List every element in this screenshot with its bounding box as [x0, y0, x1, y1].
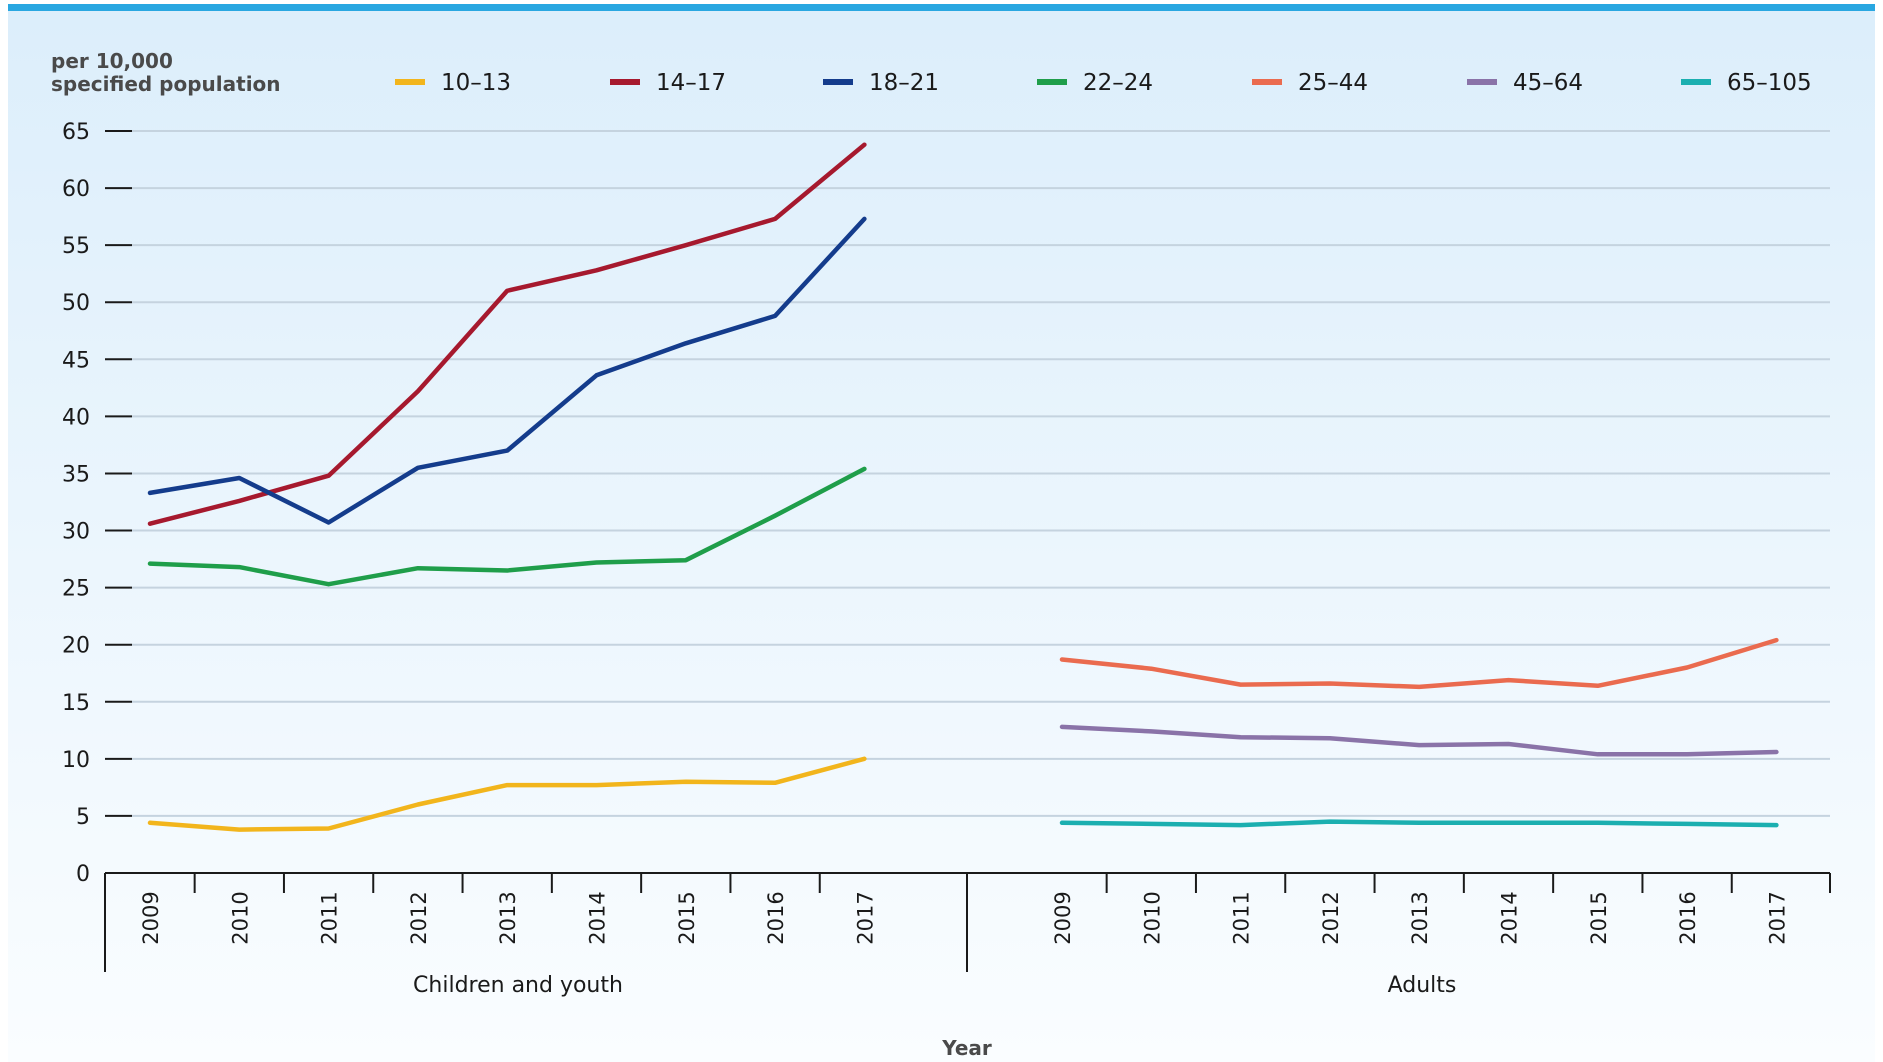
group-label: Children and youth [413, 973, 623, 998]
y-axis: 0 5 10 15 20 25 30 35 40 45 50 55 60 65 [62, 120, 132, 887]
y-tick-label: 65 [62, 120, 90, 145]
x-tick-label: 2011 [318, 891, 342, 944]
y-tick-label: 60 [62, 177, 90, 202]
y-tick-label: 5 [76, 805, 90, 830]
legend-label: 45–64 [1513, 70, 1583, 96]
x-tick-label: 2013 [1408, 891, 1432, 944]
y-tick-label: 20 [62, 634, 90, 659]
x-tick-label: 2009 [139, 891, 163, 944]
x-tick-label: 2015 [1587, 891, 1611, 944]
y-axis-title-line2: specified population [51, 72, 281, 96]
legend-label: 14–17 [656, 70, 726, 96]
x-tick-label: 2017 [853, 891, 877, 944]
x-tick-label: 2012 [1319, 891, 1343, 944]
x-axis: 2009 2010 2011 2012 2013 2014 2015 2016 2017 Chil… [104, 872, 1831, 998]
x-tick-label: 2009 [1051, 891, 1075, 944]
legend: 10–13 14–17 18–21 22–24 25–44 45–64 65–105 [395, 70, 1812, 96]
y-tick-label: 0 [76, 862, 90, 887]
x-tick-label: 2016 [764, 891, 788, 944]
x-axis-title: Year [941, 1036, 992, 1060]
plot-background [8, 10, 1875, 1062]
top-accent-bar [8, 4, 1875, 11]
x-tick-label: 2014 [1498, 891, 1522, 944]
y-tick-label: 35 [62, 462, 90, 487]
series-line-25–44 [1059, 637, 1779, 690]
x-tick-label: 2014 [586, 891, 610, 944]
x-tick-label: 2011 [1230, 891, 1254, 944]
grid [132, 130, 1830, 817]
y-tick-label: 25 [62, 577, 90, 602]
y-axis-title-line1: per 10,000 [51, 49, 173, 73]
y-tick-label: 10 [62, 748, 90, 773]
series-line-65–105 [1059, 819, 1779, 828]
series-line-22–24 [147, 466, 867, 587]
x-tick-label: 2010 [1140, 891, 1164, 944]
y-tick-label: 45 [62, 348, 90, 373]
y-tick-label: 40 [62, 405, 90, 430]
legend-label: 22–24 [1083, 70, 1153, 96]
x-tick-label: 2012 [407, 891, 431, 944]
legend-label: 65–105 [1727, 70, 1812, 96]
x-tick-label: 2016 [1676, 891, 1700, 944]
series-line-10–13 [147, 756, 867, 832]
series-line-18–21 [147, 216, 867, 525]
legend-label: 10–13 [441, 70, 511, 96]
x-tick-label: 2015 [675, 891, 699, 944]
x-tick-label: 2010 [228, 891, 252, 944]
series-line-45–64 [1059, 724, 1779, 757]
y-tick-label: 15 [62, 691, 90, 716]
legend-label: 25–44 [1298, 70, 1368, 96]
x-tick-label: 2013 [496, 891, 520, 944]
y-tick-label: 30 [62, 520, 90, 545]
series-lines [147, 142, 1779, 832]
legend-label: 18–21 [869, 70, 939, 96]
group-label: Adults [1388, 973, 1457, 998]
x-tick-label: 2017 [1765, 891, 1789, 944]
y-tick-label: 50 [62, 291, 90, 316]
y-tick-label: 55 [62, 234, 90, 259]
